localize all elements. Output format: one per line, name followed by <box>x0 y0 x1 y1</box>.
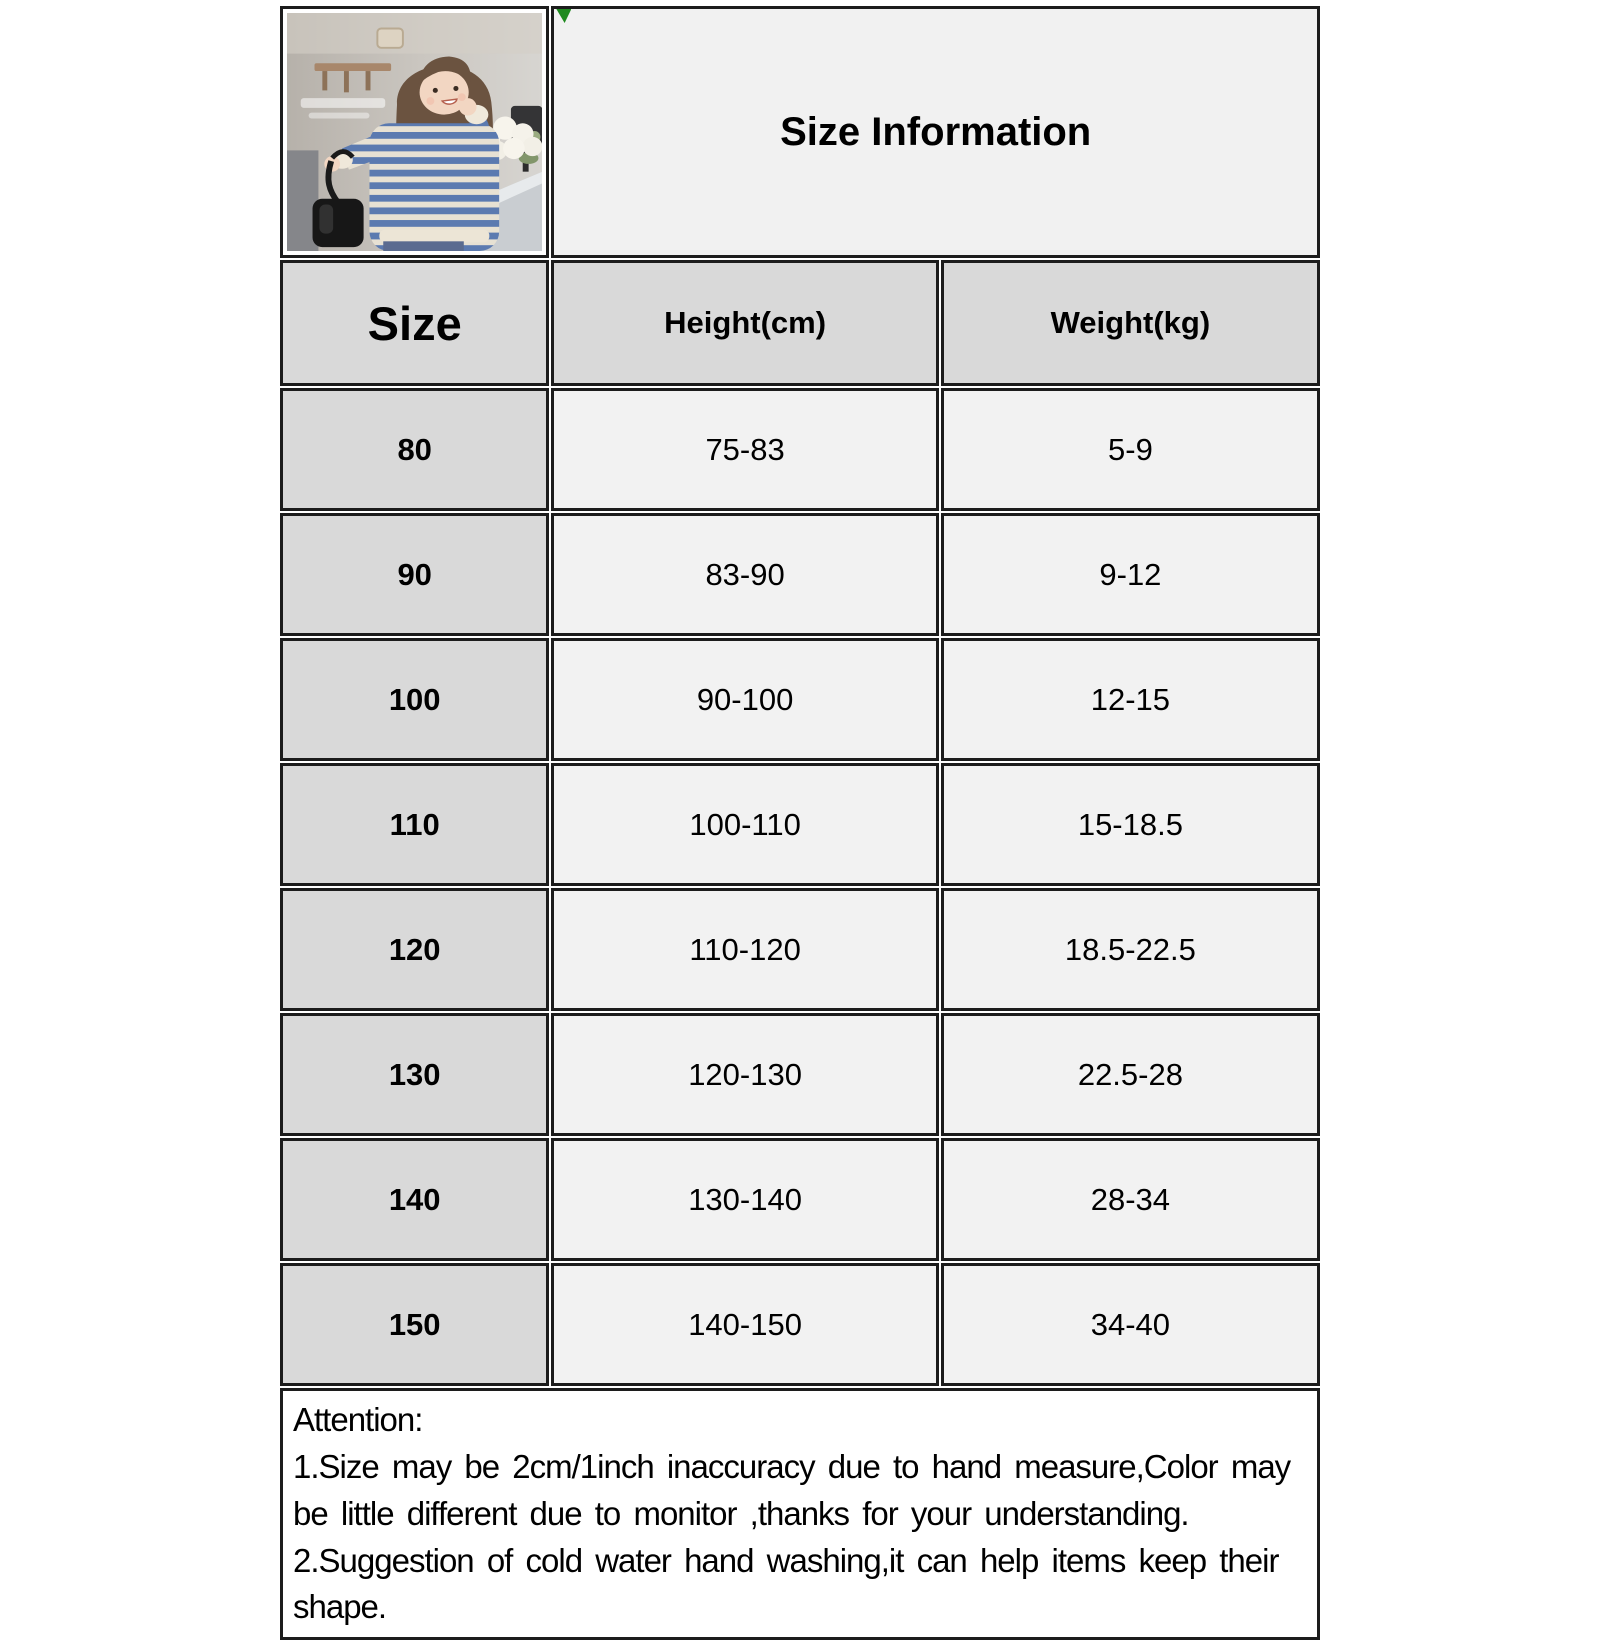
size-value-cell: 150 <box>280 1263 550 1386</box>
column-header-height: Height(cm) <box>551 260 939 386</box>
product-photo <box>287 13 543 251</box>
table-row: 110 100-110 15-18.5 <box>280 763 1320 886</box>
blush-left <box>426 97 435 105</box>
striped-sweater <box>369 123 500 251</box>
left-sleeve <box>342 132 386 170</box>
weight-value-cell: 34-40 <box>940 1263 1320 1386</box>
height-value-cell: 120-130 <box>551 1013 939 1136</box>
weight-value-cell: 15-18.5 <box>940 763 1320 886</box>
table-row: 120 110-120 18.5-22.5 <box>280 888 1320 1011</box>
size-value-cell: 100 <box>280 638 550 761</box>
jeans <box>383 241 464 251</box>
product-photo-cell <box>280 6 550 258</box>
size-value-cell: 120 <box>280 888 550 1011</box>
photo-watermark <box>300 98 386 119</box>
table-row: 130 120-130 22.5-28 <box>280 1013 1320 1136</box>
size-value-cell: 80 <box>280 388 550 511</box>
size-value-cell: 130 <box>280 1013 550 1136</box>
weight-value-cell: 12-15 <box>940 638 1320 761</box>
weight-value-cell: 9-12 <box>940 513 1320 636</box>
green-corner-marker-icon <box>556 9 572 23</box>
height-value-cell: 90-100 <box>551 638 939 761</box>
height-value-cell: 130-140 <box>551 1138 939 1261</box>
weight-value-cell: 18.5-22.5 <box>940 888 1320 1011</box>
eye-right <box>453 85 459 91</box>
size-value-cell: 90 <box>280 513 550 636</box>
blush-right <box>457 93 466 102</box>
size-chart-table: Size Information Size Height(cm) Weight(… <box>278 4 1322 1642</box>
smile <box>440 98 458 105</box>
column-header-row: Size Height(cm) Weight(kg) <box>280 260 1320 386</box>
bag-handle <box>330 149 355 160</box>
attention-row: Attention: 1.Size may be 2cm/1inch inacc… <box>280 1388 1320 1641</box>
header-row: Size Information <box>280 6 1320 258</box>
attention-heading: Attention: <box>293 1401 423 1438</box>
child-model-illustration <box>287 13 543 251</box>
table-row: 150 140-150 34-40 <box>280 1263 1320 1386</box>
weight-value-cell: 5-9 <box>940 388 1320 511</box>
height-value-cell: 83-90 <box>551 513 939 636</box>
attention-cell: Attention: 1.Size may be 2cm/1inch inacc… <box>280 1388 1320 1641</box>
handbag-highlight <box>319 204 334 234</box>
height-value-cell: 75-83 <box>551 388 939 511</box>
size-information-title-cell: Size Information <box>551 6 1320 258</box>
attention-note-1: 1.Size may be 2cm/1inch inaccuracy due t… <box>293 1447 1291 1532</box>
wooden-hook-rack <box>314 63 392 93</box>
bangs <box>418 56 471 85</box>
photo-upper-wall <box>287 13 543 54</box>
column-header-size: Size <box>280 260 550 386</box>
page-title: Size Information <box>780 109 1092 154</box>
height-value-cell: 100-110 <box>551 763 939 886</box>
eye-left <box>432 87 438 93</box>
table-row: 80 75-83 5-9 <box>280 388 1320 511</box>
attention-note-2: 2.Suggestion of cold water hand washing,… <box>293 1541 1279 1626</box>
size-value-cell: 110 <box>280 763 550 886</box>
size-chart-sheet: Size Information Size Height(cm) Weight(… <box>278 0 1322 1642</box>
height-value-cell: 140-150 <box>551 1263 939 1386</box>
weight-value-cell: 22.5-28 <box>940 1013 1320 1136</box>
height-value-cell: 110-120 <box>551 888 939 1011</box>
column-header-weight: Weight(kg) <box>940 260 1320 386</box>
basket <box>376 27 404 49</box>
table-row: 100 90-100 12-15 <box>280 638 1320 761</box>
child-figure <box>312 56 500 251</box>
weight-value-cell: 28-34 <box>940 1138 1320 1261</box>
size-value-cell: 140 <box>280 1138 550 1261</box>
table-row: 140 130-140 28-34 <box>280 1138 1320 1261</box>
sweater-hem-ruffle <box>379 229 490 243</box>
table-row: 90 83-90 9-12 <box>280 513 1320 636</box>
